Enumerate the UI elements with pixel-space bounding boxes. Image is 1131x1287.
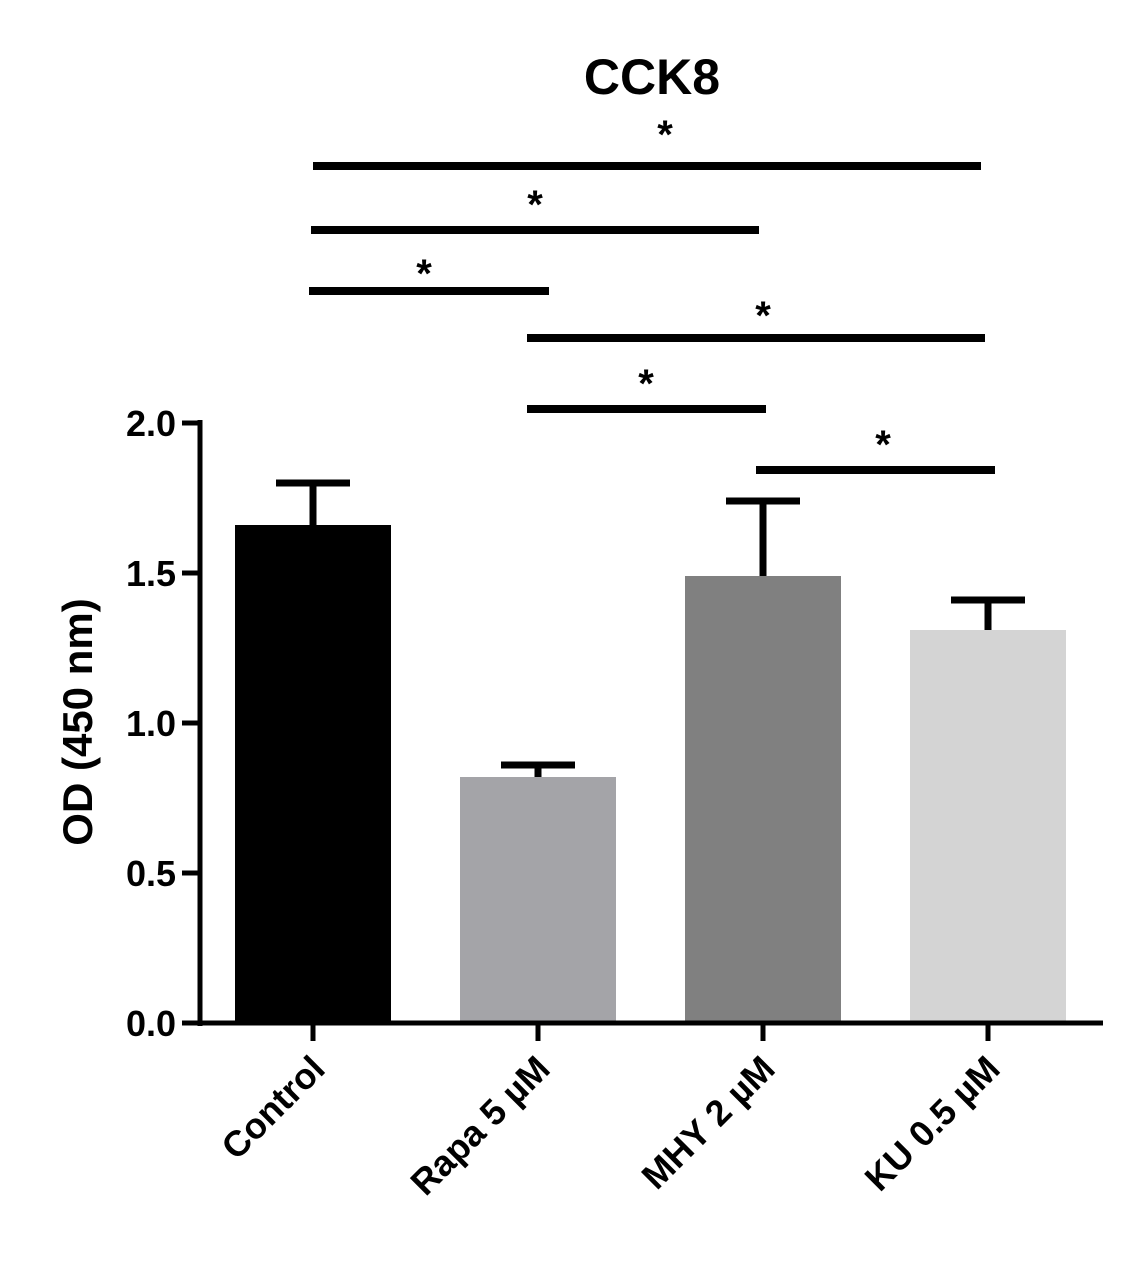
significance-star: * bbox=[875, 423, 891, 467]
significance-star: * bbox=[638, 362, 654, 406]
x-tick-label-ku-0-5-m: KU 0.5 µM bbox=[856, 1048, 1007, 1199]
x-tick-label-control: Control bbox=[213, 1048, 332, 1167]
x-tick-label-mhy-2-m: MHY 2 µM bbox=[633, 1048, 782, 1197]
y-tick-label: 2.0 bbox=[126, 403, 176, 444]
bar-rapa-5-m bbox=[460, 777, 616, 1023]
significance-star: * bbox=[416, 252, 432, 296]
y-tick-label: 0.5 bbox=[126, 853, 176, 894]
significance-star: * bbox=[755, 294, 771, 338]
y-axis-label: OD (450 nm) bbox=[54, 598, 101, 845]
chart-title: CCK8 bbox=[584, 49, 720, 105]
bars bbox=[235, 479, 1066, 1023]
bar-control bbox=[235, 525, 391, 1023]
significance-brackets: * * * * * * bbox=[309, 113, 995, 474]
x-tick-label-rapa-5-m: Rapa 5 µM bbox=[402, 1048, 557, 1203]
y-tick-label: 1.0 bbox=[126, 703, 176, 744]
significance-star: * bbox=[527, 183, 543, 227]
y-tick-label: 0.0 bbox=[126, 1003, 176, 1044]
significance-star: * bbox=[657, 113, 673, 157]
y-tick-label: 1.5 bbox=[126, 553, 176, 594]
bar-mhy-2-m bbox=[685, 576, 841, 1023]
bar-ku-0-5-m bbox=[910, 630, 1066, 1023]
